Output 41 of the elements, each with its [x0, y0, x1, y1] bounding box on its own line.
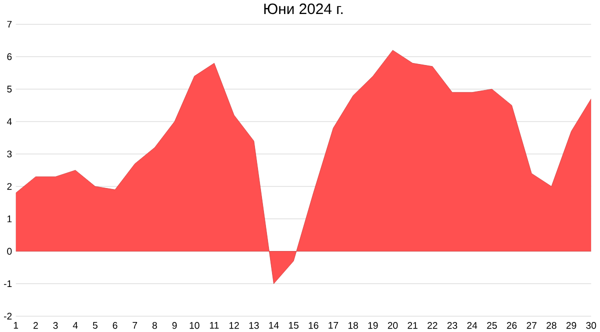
y-tick-label: 1 — [7, 215, 12, 222]
y-tick-label: 5 — [7, 86, 12, 92]
x-tick-label: 14 — [269, 322, 279, 328]
x-tick-label: 19 — [368, 322, 378, 329]
y-tick-label: 3 — [7, 150, 12, 158]
x-tick-label: 29 — [566, 322, 576, 329]
x-tick-label: 2 — [34, 322, 38, 329]
x-tick-label: 27 — [526, 322, 536, 329]
x-tick-label: 1 — [14, 322, 18, 328]
y-tick-label: -2 — [4, 312, 12, 320]
y-tick-label: 7 — [7, 20, 12, 28]
x-tick-label: 3 — [53, 322, 58, 329]
chart-title: Юни 2024 г. — [264, 3, 343, 14]
x-tick-label: 17 — [328, 322, 338, 328]
x-tick-label: 10 — [190, 322, 200, 329]
x-tick-label: 4 — [72, 322, 78, 328]
x-tick-label: 20 — [388, 322, 398, 329]
x-tick-label: 9 — [172, 322, 177, 329]
x-tick-label: 28 — [546, 322, 556, 329]
y-tick-label: 0 — [7, 248, 12, 255]
x-tick-label: 6 — [112, 322, 118, 329]
x-tick-label: 30 — [586, 322, 596, 329]
y-tick-label: -1 — [4, 280, 12, 287]
x-tick-label: 25 — [487, 322, 497, 329]
x-tick-label: 16 — [308, 322, 318, 329]
x-tick-label: 15 — [288, 322, 298, 329]
y-tick-label: 4 — [6, 118, 12, 125]
x-tick-label: 21 — [408, 322, 418, 329]
y-tick-label: 6 — [7, 53, 12, 60]
x-tick-label: 7 — [132, 322, 138, 328]
x-tick-label: 11 — [210, 322, 219, 328]
x-tick-label: 5 — [92, 322, 98, 329]
x-tick-label: 22 — [428, 322, 438, 329]
x-tick-label: 24 — [467, 322, 478, 329]
x-tick-label: 18 — [348, 322, 358, 329]
x-tick-label: 8 — [152, 322, 157, 329]
x-tick-label: 23 — [447, 322, 458, 329]
x-tick-label: 26 — [506, 322, 517, 329]
x-tick-label: 13 — [249, 322, 259, 329]
y-tick-label: 2 — [7, 182, 12, 190]
x-tick-label: 12 — [229, 322, 239, 329]
